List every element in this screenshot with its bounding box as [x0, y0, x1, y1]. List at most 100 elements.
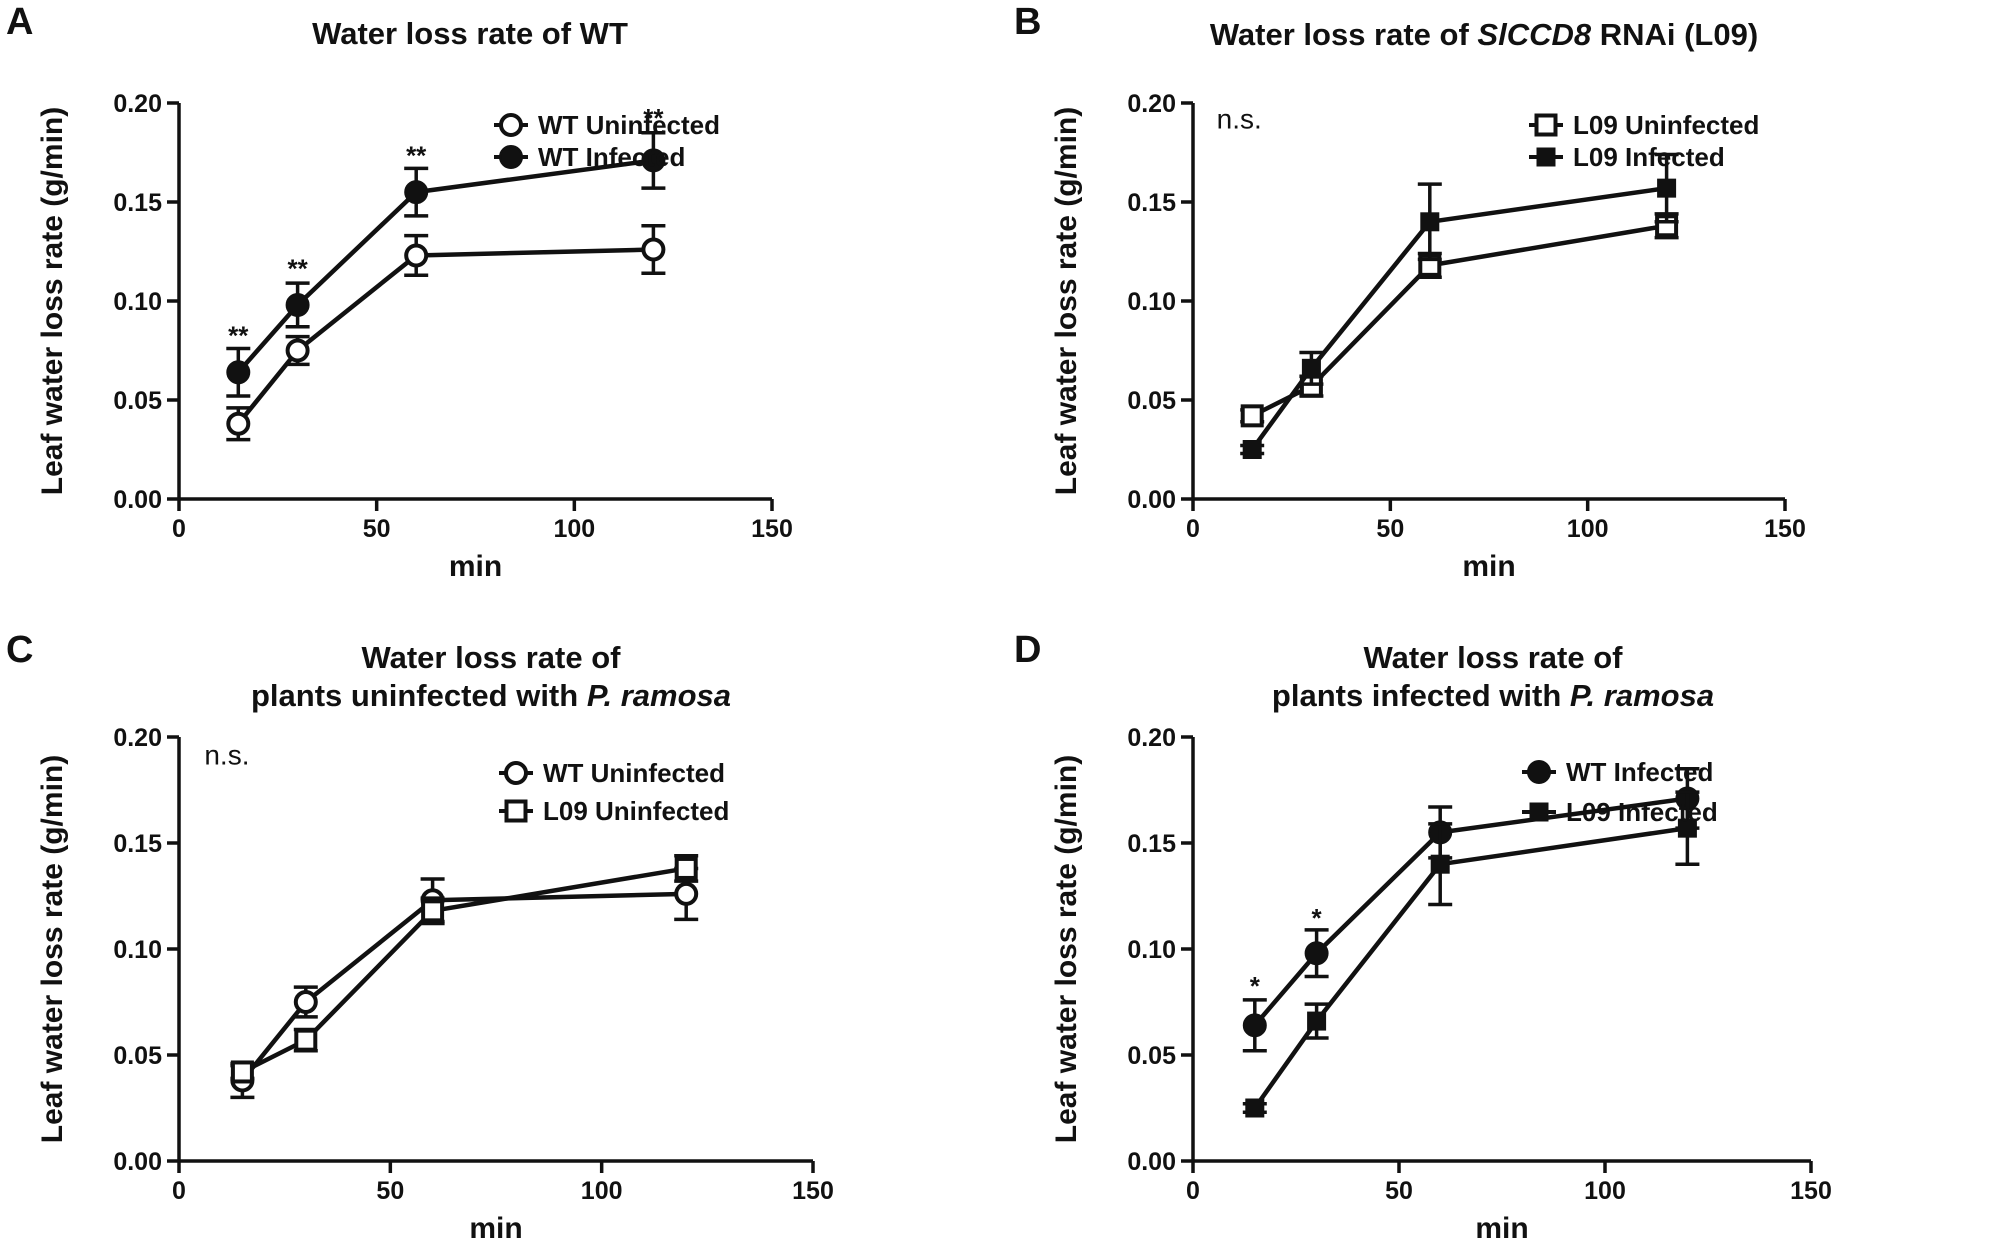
chart-title-line-2-part-0: plants infected with: [1272, 678, 1570, 713]
series-line: [1252, 825, 1688, 1110]
y-tick-label: 0.15: [1127, 189, 1176, 217]
legend-label: WT Infected: [1566, 757, 1713, 787]
y-tick-label: 0.20: [113, 724, 162, 752]
y-tick-label: 0.05: [1127, 1042, 1176, 1070]
y-tick-label: 0.00: [1127, 486, 1176, 514]
chart-title-line-1-part-0: Water loss rate of: [362, 640, 622, 675]
y-tick-label: 0.15: [113, 189, 162, 217]
legend-marker: [499, 145, 523, 169]
legend-label: L09 Infected: [1566, 797, 1718, 827]
y-tick-label: 0.00: [113, 1148, 162, 1176]
y-tick-label: 0.20: [1127, 90, 1176, 118]
legend: WT Infected L09 Infected: [1522, 757, 1718, 827]
x-tick-label: 0: [1186, 515, 1200, 543]
panel-letter: A: [6, 1, 33, 43]
chart-title-line-1-part-0: Water loss rate of WT: [312, 16, 628, 51]
significance-annotation: **: [406, 140, 427, 170]
chart-title-line-1: Water loss rate of WT: [312, 16, 628, 51]
x-axis-label: min: [469, 1212, 522, 1245]
legend-item: L09 Infected: [1522, 797, 1718, 827]
data-point: [1430, 854, 1450, 874]
chart-title-line-2-part-0: plants uninfected with: [251, 678, 587, 713]
y-tick-label: 0.15: [113, 830, 162, 858]
data-point: [1304, 941, 1329, 966]
series-2: [226, 130, 666, 398]
y-tick-label: 0.10: [1127, 936, 1176, 964]
legend-marker: [1534, 113, 1558, 137]
data-point: [674, 856, 698, 880]
significance-annotation: *: [1312, 903, 1323, 933]
series-line: [241, 866, 687, 1074]
data-point: [641, 148, 666, 173]
data-point: [1677, 818, 1697, 838]
y-tick-label: 0.10: [113, 288, 162, 316]
y-axis-label: Leaf water loss rate (g/min): [36, 755, 69, 1143]
ns-annotation: n.s.: [204, 740, 249, 771]
series-1: [230, 866, 699, 1100]
y-axis-label: Leaf water loss rate (g/min): [1050, 107, 1083, 495]
significance-annotation: *: [1250, 971, 1261, 1001]
data-point: [226, 360, 251, 385]
x-tick-label: 100: [1584, 1177, 1626, 1205]
legend-item: L09 Infected: [1529, 142, 1725, 172]
legend-marker: [504, 799, 528, 823]
data-point: [230, 1060, 254, 1084]
data-point: [294, 1028, 318, 1052]
y-tick-label: 0.15: [1127, 830, 1176, 858]
x-tick-label: 150: [751, 515, 793, 543]
y-tick-label: 0.10: [1127, 288, 1176, 316]
x-tick-label: 0: [172, 1177, 186, 1205]
legend-marker: [1527, 760, 1551, 784]
x-tick-label: 50: [363, 515, 391, 543]
chart-title-line-2: plants infected with P. ramosa: [1272, 678, 1714, 713]
y-tick-label: 0.05: [1127, 387, 1176, 415]
x-tick-label: 0: [1186, 1177, 1200, 1205]
data-point: [285, 292, 310, 317]
chart-title-line-2-part-1: P. ramosa: [587, 678, 731, 713]
x-axis-label: min: [1475, 1212, 1528, 1245]
data-point: [1420, 212, 1440, 232]
x-tick-label: 150: [1790, 1177, 1832, 1205]
data-point: [641, 237, 666, 262]
chart-title-line-1-part-2: RNAi (L09): [1591, 17, 1758, 52]
x-tick-label: 100: [553, 515, 595, 543]
legend-item: WT Uninfected: [494, 110, 720, 140]
x-axis-label: min: [1462, 550, 1515, 583]
series-1: [226, 224, 666, 442]
x-tick-label: 100: [581, 1177, 623, 1205]
data-point: [226, 411, 251, 436]
panel-a: A Water loss rate of WT 0 50 100 150 0.00 0.05 0…: [6, 1, 793, 583]
chart-title-line-2: plants uninfected with P. ramosa: [251, 678, 731, 713]
series-1: [1240, 212, 1679, 428]
x-tick-label: 150: [792, 1177, 834, 1205]
legend-marker: [499, 113, 523, 137]
ns-annotation: n.s.: [1217, 104, 1262, 135]
chart-title-line-1-part-0: Water loss rate of: [1210, 17, 1478, 52]
y-tick-label: 0.20: [1127, 724, 1176, 752]
legend-label: L09 Infected: [1573, 142, 1725, 172]
y-tick-label: 0.10: [113, 936, 162, 964]
legend-item: L09 Uninfected: [1529, 110, 1759, 140]
data-point: [1307, 1011, 1327, 1031]
legend-label: WT Uninfected: [543, 758, 725, 788]
data-point: [1242, 1013, 1267, 1038]
series-line: [1251, 223, 1667, 418]
legend-marker: [1536, 147, 1556, 167]
panel-letter: B: [1014, 1, 1041, 43]
x-tick-label: 50: [1385, 1177, 1413, 1205]
y-axis-label: Leaf water loss rate (g/min): [36, 107, 69, 495]
data-point: [1240, 404, 1264, 428]
legend-marker: [504, 761, 528, 785]
x-tick-label: 100: [1567, 515, 1609, 543]
significance-annotation: **: [228, 321, 249, 351]
data-point: [285, 338, 310, 363]
chart-title-line-1: Water loss rate of SlCCD8 RNAi (L09): [1210, 17, 1758, 52]
series-line: [236, 247, 654, 426]
series-line: [1250, 185, 1667, 451]
data-point: [1301, 358, 1321, 378]
data-point: [1657, 178, 1677, 198]
